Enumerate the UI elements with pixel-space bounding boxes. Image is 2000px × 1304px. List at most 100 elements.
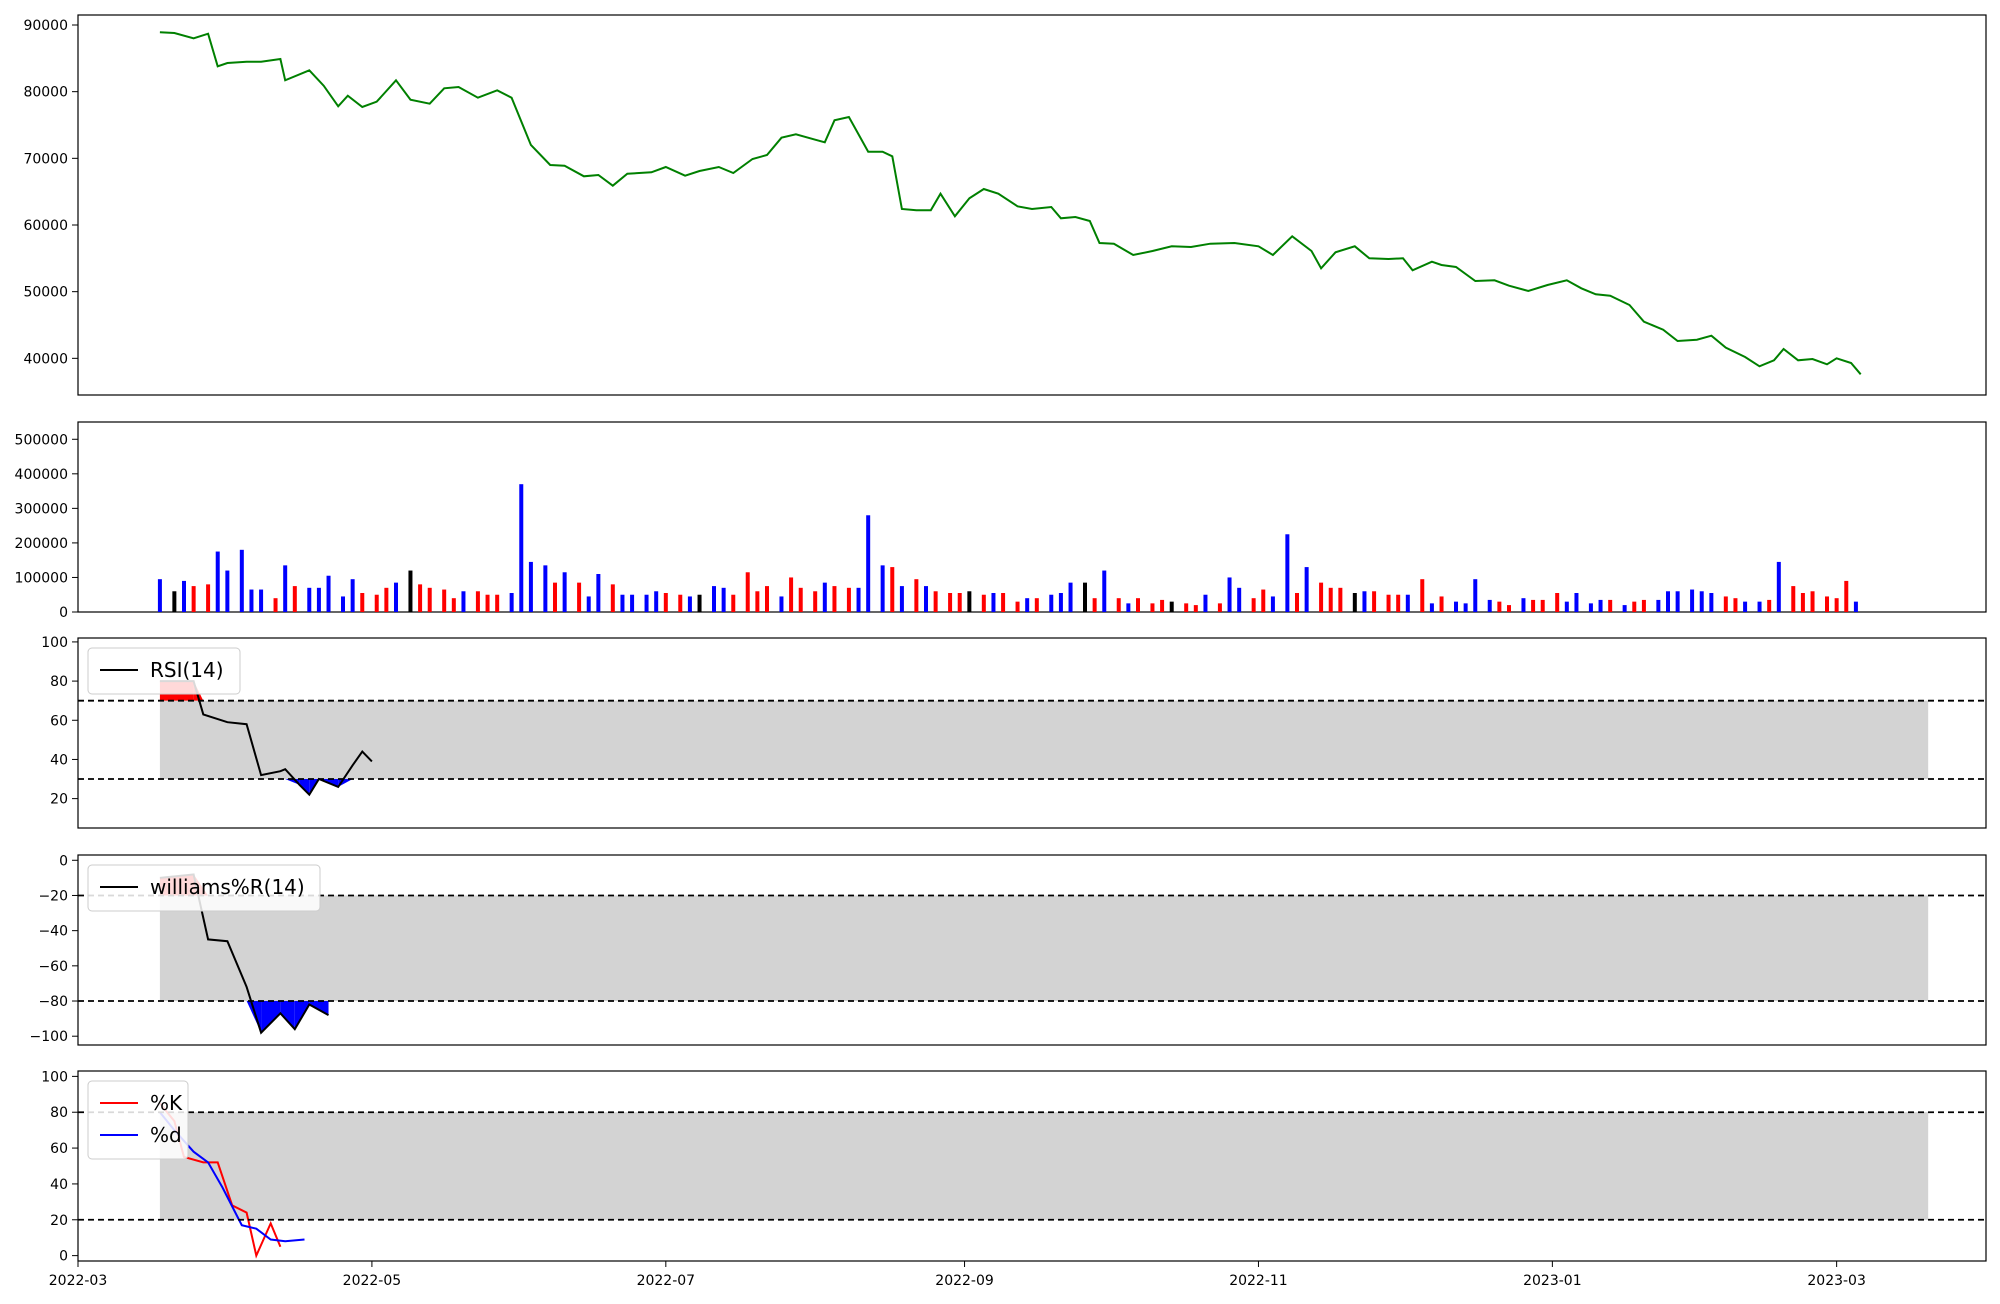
volume-bar bbox=[1834, 598, 1839, 612]
volume-bar bbox=[442, 589, 447, 612]
x-tick-label: 2022-11 bbox=[1229, 1273, 1288, 1289]
volume-bar bbox=[307, 587, 312, 612]
volume-bar bbox=[620, 594, 625, 612]
volume-bar bbox=[1497, 601, 1502, 612]
volume-bar bbox=[914, 579, 919, 612]
volume-bar bbox=[644, 594, 649, 612]
y-tick-label: 100 bbox=[41, 635, 68, 651]
volume-bar bbox=[1429, 603, 1434, 612]
volume-bar bbox=[1160, 599, 1165, 612]
volume-bar bbox=[374, 594, 379, 612]
volume-bar bbox=[630, 594, 635, 612]
volume-bar bbox=[206, 584, 211, 612]
y-tick-label: 40000 bbox=[23, 351, 68, 367]
volume-bar bbox=[1632, 601, 1637, 612]
volume-bar bbox=[225, 570, 230, 612]
volume-bar bbox=[1405, 594, 1410, 612]
volume-bar bbox=[577, 582, 582, 612]
volume-bar bbox=[1217, 603, 1222, 612]
legend-box bbox=[87, 864, 321, 912]
volume-bar bbox=[316, 587, 321, 612]
y-tick-label: 0 bbox=[59, 605, 68, 621]
y-tick-label: 50000 bbox=[23, 285, 68, 301]
volume-bar bbox=[1083, 582, 1087, 612]
volume-bar bbox=[1102, 570, 1107, 612]
volume-bar bbox=[610, 584, 615, 612]
volume-bar bbox=[1116, 598, 1121, 612]
volume-bar bbox=[215, 551, 220, 612]
volume-bar bbox=[360, 593, 365, 612]
price-line bbox=[159, 31, 1862, 375]
x-tick-label: 2023-01 bbox=[1523, 1273, 1582, 1289]
volume-bar bbox=[1328, 587, 1333, 612]
volume-bar bbox=[1034, 598, 1039, 612]
volume-bar bbox=[687, 596, 692, 612]
volume-bar bbox=[1454, 601, 1458, 612]
x-tick-label: 2022-05 bbox=[343, 1273, 402, 1289]
volume-bar bbox=[553, 582, 557, 612]
volume-bar bbox=[528, 561, 533, 612]
volume-bar bbox=[1540, 599, 1545, 612]
y-tick-label: 40 bbox=[50, 752, 68, 768]
volume-bar bbox=[755, 591, 760, 612]
y-tick-label: 40 bbox=[50, 1177, 68, 1193]
volume-bar bbox=[856, 587, 861, 612]
volume-bar bbox=[967, 591, 972, 612]
indicator-panels: 4000050000600007000080000900000100000200… bbox=[15, 14, 1987, 1265]
volume-bar bbox=[1304, 567, 1309, 612]
plot-frame bbox=[77, 14, 1987, 396]
x-tick-label: 2022-03 bbox=[49, 1273, 108, 1289]
volume-bar bbox=[1150, 603, 1155, 612]
volume-bar bbox=[475, 591, 480, 612]
volume-bar bbox=[461, 591, 466, 612]
volume-bar bbox=[981, 594, 986, 612]
volume-bar bbox=[846, 587, 851, 612]
y-tick-label: 80 bbox=[50, 674, 68, 690]
volume-bar bbox=[451, 598, 456, 612]
volume-bar bbox=[798, 587, 803, 612]
x-tick-label: 2022-09 bbox=[935, 1273, 994, 1289]
volume-bar bbox=[1203, 594, 1208, 612]
y-tick-label: 200000 bbox=[15, 536, 68, 552]
volume-bar bbox=[341, 596, 345, 612]
y-tick-label: 60 bbox=[50, 1141, 68, 1157]
volume-bar bbox=[1386, 594, 1391, 612]
volume-bar bbox=[1844, 580, 1849, 612]
volume-bar bbox=[745, 572, 750, 612]
volume-bar bbox=[495, 594, 500, 612]
neutral-band bbox=[159, 700, 1929, 780]
volume-bar bbox=[1338, 587, 1343, 612]
volume-bar bbox=[1237, 587, 1242, 612]
oversold-fill bbox=[261, 1001, 281, 1033]
volume-bar bbox=[948, 593, 953, 612]
legend-label: %K bbox=[150, 1091, 183, 1115]
volume-bar bbox=[418, 584, 423, 612]
volume-bar bbox=[509, 593, 514, 612]
rsi-line bbox=[159, 680, 373, 797]
plot-frame bbox=[77, 854, 1987, 1046]
y-tick-label: −80 bbox=[38, 994, 68, 1010]
volume-bar bbox=[1675, 591, 1680, 612]
y-tick-label: 90000 bbox=[23, 18, 68, 34]
volume-bar bbox=[832, 586, 837, 612]
y-tick-label: 0 bbox=[59, 853, 68, 869]
volume-bar bbox=[1709, 593, 1714, 612]
volume-bar bbox=[1521, 598, 1526, 612]
volume-bar bbox=[427, 587, 432, 612]
volume-bar bbox=[1690, 589, 1695, 612]
volume-bar bbox=[1555, 593, 1560, 612]
y-tick-label: 100 bbox=[41, 1069, 68, 1085]
volume-bar bbox=[191, 586, 196, 612]
volume-bar bbox=[157, 579, 162, 612]
x-tick-label: 2022-07 bbox=[637, 1273, 696, 1289]
volume-bar bbox=[1068, 582, 1073, 612]
volume-bar bbox=[1791, 586, 1796, 612]
volume-bar bbox=[1227, 577, 1232, 612]
y-tick-label: 0 bbox=[59, 1249, 68, 1265]
volume-bar bbox=[813, 591, 818, 612]
volume-bar bbox=[1666, 591, 1670, 612]
y-tick-label: −100 bbox=[30, 1029, 68, 1045]
y-tick-label: 60 bbox=[50, 713, 68, 729]
